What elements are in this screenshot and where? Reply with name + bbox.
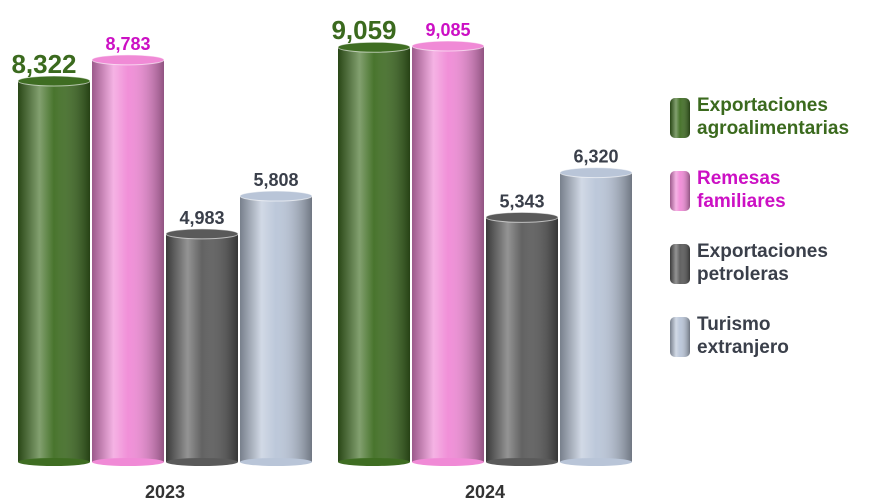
bar-bottom	[560, 458, 632, 466]
legend-marker-shade	[670, 171, 690, 211]
bar-shade	[338, 47, 410, 463]
value-label: 5,343	[499, 191, 544, 211]
legend-label: Exportaciones agroalimentarias	[697, 95, 850, 139]
x-tick-label: 2023	[145, 482, 185, 502]
bar-shade	[166, 233, 238, 462]
bar-bottom	[18, 458, 90, 466]
bar-cap	[337, 41, 411, 53]
bar-bottom	[338, 458, 410, 466]
bar-cap	[91, 54, 165, 66]
bar-shade	[18, 80, 90, 462]
bar-cap	[165, 228, 239, 240]
bar-cap	[17, 75, 91, 87]
value-label: 6,320	[573, 147, 618, 167]
bar-bottom	[92, 458, 164, 466]
bar-cap	[411, 40, 485, 52]
legend-label: Exportaciones petroleras	[697, 241, 828, 285]
value-label: 5,808	[253, 170, 298, 190]
bar-shade	[412, 46, 484, 462]
value-label: 8,322	[11, 49, 76, 79]
legend-label: Remesas familiares	[697, 168, 786, 212]
value-label: 8,783	[105, 34, 150, 54]
bar-cap	[559, 167, 633, 179]
bar-bottom	[166, 458, 238, 466]
value-label: 4,983	[179, 208, 224, 228]
bar-bottom	[412, 458, 484, 466]
legend-marker-shade	[670, 317, 690, 357]
bar-shade	[486, 217, 558, 462]
bar-cap	[485, 211, 559, 223]
value-label: 9,059	[331, 15, 396, 45]
bar-shade	[240, 196, 312, 463]
legend-marker-shade	[670, 244, 690, 284]
bar-shade	[560, 172, 632, 462]
bar-bottom	[240, 458, 312, 466]
value-label: 9,085	[425, 20, 470, 40]
legend-marker-shade	[670, 98, 690, 138]
bar-cap	[239, 190, 313, 202]
bar-shade	[92, 59, 164, 462]
bar-bottom	[486, 458, 558, 466]
x-tick-label: 2024	[465, 482, 505, 502]
legend-label: Turismo extranjero	[697, 314, 789, 358]
